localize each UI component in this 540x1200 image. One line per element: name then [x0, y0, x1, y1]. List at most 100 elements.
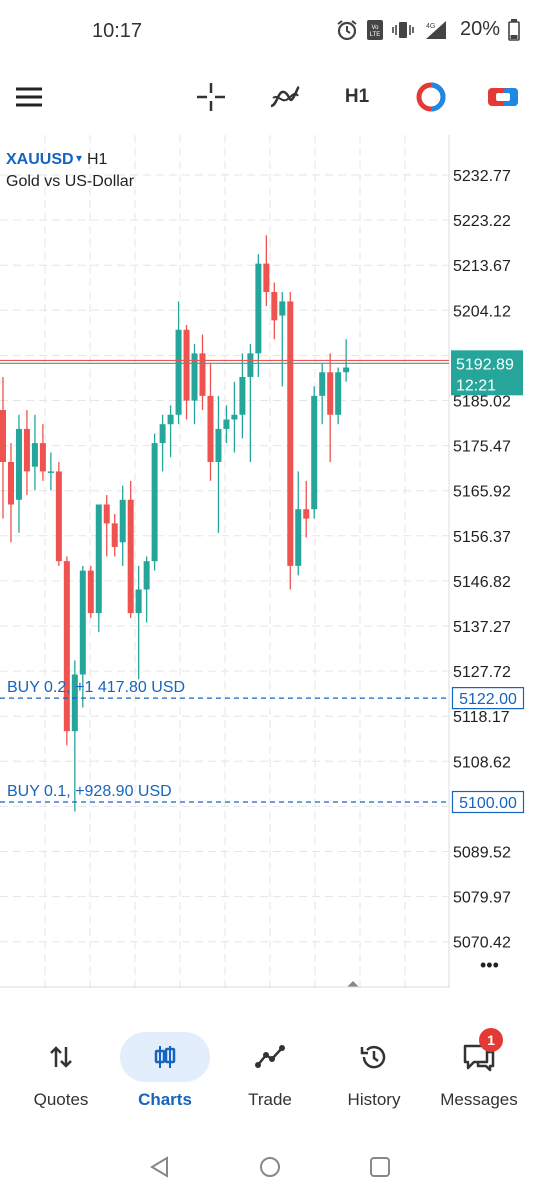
chart-more-icon[interactable]: •••	[480, 955, 499, 975]
svg-text:LTE: LTE	[370, 32, 381, 38]
chart-timeframe: H1	[87, 151, 108, 168]
price-tick-label: 5175.47	[453, 439, 511, 456]
nav-quotes[interactable]: Quotes	[7, 1032, 115, 1122]
candle-bullish	[343, 367, 350, 373]
nav-charts[interactable]: Charts	[111, 1032, 219, 1122]
price-tick-label: 5079.97	[453, 890, 511, 907]
candle-bearish	[103, 504, 110, 524]
order-price-label: 5122.00	[459, 691, 517, 708]
one-click-trading-button[interactable]	[484, 78, 522, 116]
candle-bearish	[55, 471, 62, 562]
candle-bearish	[0, 410, 6, 462]
candle-bearish	[287, 301, 294, 566]
menu-button[interactable]	[10, 78, 48, 116]
system-home-icon[interactable]	[258, 1155, 282, 1179]
candle-bullish	[223, 419, 230, 429]
symbol-name[interactable]: XAUUSD	[6, 151, 74, 168]
nav-messages-label: Messages	[440, 1090, 518, 1109]
quotes-icon	[50, 1046, 72, 1068]
price-chart[interactable]: BUY 0.2, +1 417.80 USD 5122.00 BUY 0.1, +9…	[0, 135, 540, 988]
battery-icon	[508, 18, 520, 41]
nav-trade[interactable]: Trade	[216, 1032, 324, 1122]
price-tick-label: 5185.02	[453, 394, 511, 411]
nav-quotes-label: Quotes	[33, 1090, 89, 1109]
alarm-icon	[337, 19, 357, 40]
candle-bullish	[151, 443, 158, 562]
nav-history[interactable]: History	[320, 1032, 428, 1122]
candle-bearish	[207, 395, 214, 462]
candle-bullish	[247, 353, 254, 377]
candle-bullish	[71, 674, 78, 732]
candle-bearish	[183, 329, 190, 401]
order-price-box	[451, 687, 525, 710]
signal-icon: 4G	[425, 20, 446, 39]
messages-badge: 1	[479, 1028, 503, 1052]
candle-bearish	[127, 499, 134, 614]
indicators-button[interactable]	[266, 78, 304, 116]
candle-bearish	[111, 523, 118, 547]
candle-bearish	[303, 509, 310, 519]
nav-charts-label: Charts	[138, 1090, 192, 1109]
candle-bearish	[199, 353, 206, 396]
crosshair-button[interactable]	[192, 78, 230, 116]
status-icons: Vo LTE 4G 20%	[336, 18, 520, 41]
timeframe-button[interactable]: H1	[338, 78, 376, 116]
candle-bullish	[311, 395, 318, 510]
candle-bearish	[63, 561, 70, 732]
system-recents-icon[interactable]	[368, 1155, 392, 1179]
price-tick-label: 5137.27	[453, 619, 511, 636]
candle-bearish	[87, 570, 94, 614]
price-tick-label: 5213.67	[453, 258, 511, 275]
price-tick-label: 5146.82	[453, 574, 511, 591]
chart-grid	[0, 135, 449, 988]
indicators-icon	[270, 85, 300, 108]
candle-bullish	[143, 561, 150, 590]
svg-text:4G: 4G	[426, 23, 435, 30]
candle-bullish	[279, 301, 286, 316]
candle-bullish	[175, 329, 182, 415]
candle-bullish	[95, 504, 102, 614]
nav-trade-label: Trade	[248, 1090, 292, 1109]
price-tick-label: 5232.77	[453, 168, 511, 185]
price-tick-label: 5204.12	[453, 303, 511, 320]
candle-bullish	[15, 428, 22, 500]
candles	[0, 235, 350, 812]
battery-percent: 20%	[459, 18, 500, 40]
candle-bearish	[271, 291, 278, 321]
timeframe-label: H1	[344, 86, 370, 107]
charts-icon	[154, 1046, 176, 1068]
symbol-caret[interactable]: ▾	[76, 151, 82, 165]
system-back-icon[interactable]	[148, 1155, 172, 1179]
current-price-box	[451, 350, 523, 396]
candle-bearish	[23, 428, 30, 472]
menu-icon	[16, 87, 42, 107]
symbol-description: Gold vs US-Dollar	[6, 173, 135, 190]
candle-bullish	[159, 424, 166, 444]
svg-text:Vo: Vo	[371, 25, 379, 31]
nav-history-label: History	[347, 1090, 401, 1109]
color-theme-icon	[416, 82, 446, 112]
levels: BUY 0.2, +1 417.80 USD 5122.00 BUY 0.1, +9…	[0, 359, 525, 814]
candle-bullish	[239, 376, 246, 415]
candle-bearish	[327, 372, 334, 415]
color-theme-button[interactable]	[412, 78, 450, 116]
candle-bullish	[295, 509, 302, 566]
chart-shift-marker	[347, 981, 359, 987]
candle-bullish	[119, 499, 126, 543]
order-price-label: 5100.00	[459, 795, 517, 812]
price-tick-label: 5165.92	[453, 484, 511, 501]
order-label: BUY 0.2, +1 417.80 USD	[7, 679, 185, 696]
price-tick-label: 5118.17	[453, 709, 510, 726]
vibrate-icon	[392, 21, 414, 38]
candle-bullish	[215, 428, 222, 462]
price-tick-label: 5223.22	[453, 213, 511, 230]
candle-bullish	[167, 414, 174, 425]
candle-bearish	[39, 443, 46, 472]
price-tick-label: 5108.62	[453, 754, 511, 771]
nav-messages[interactable]: 1 Messages	[425, 1028, 533, 1122]
candle-bullish	[47, 471, 54, 473]
candle-bullish	[335, 372, 342, 415]
bar-countdown-label: 12:21	[456, 377, 496, 394]
price-tick-label: 5156.37	[453, 529, 511, 546]
